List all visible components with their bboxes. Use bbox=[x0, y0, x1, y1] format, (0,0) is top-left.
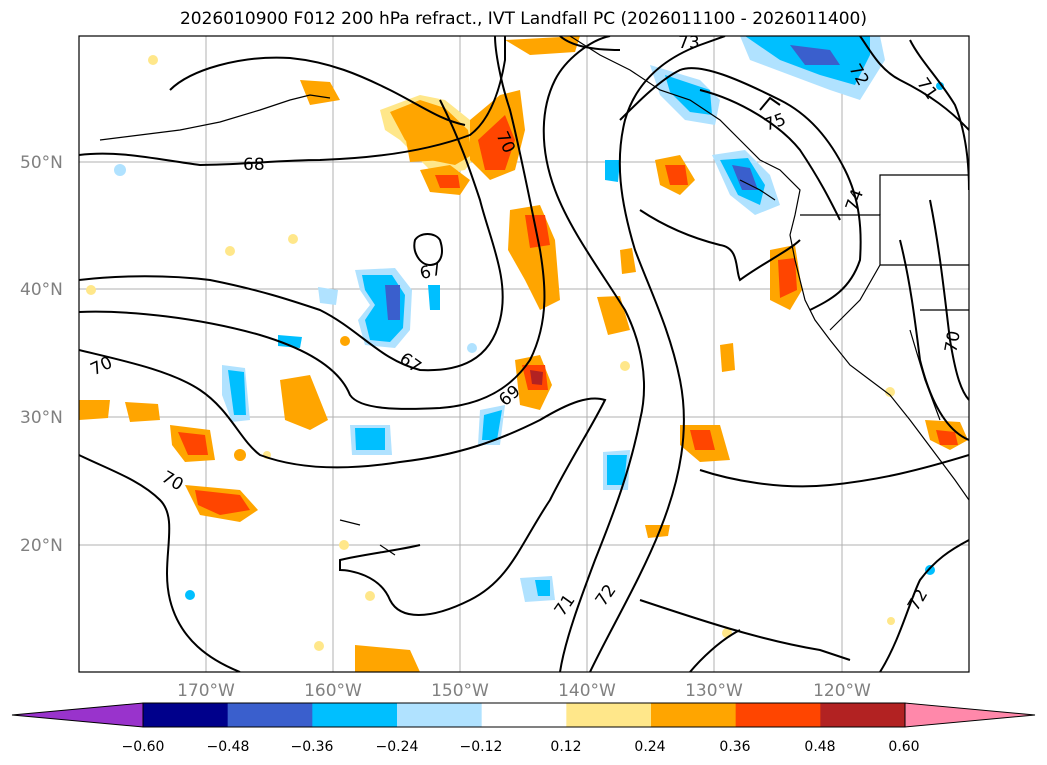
contour-label: 68 bbox=[243, 155, 265, 175]
lat-label-20n: 20°N bbox=[20, 536, 63, 556]
colorbar-tick-label: −0.60 bbox=[122, 739, 165, 755]
contour-label: 73 bbox=[678, 33, 700, 53]
lon-label-150w: 150°W bbox=[431, 681, 489, 701]
lon-label-160w: 160°W bbox=[304, 681, 362, 701]
colorbar-swatch bbox=[397, 703, 483, 727]
lon-label-170w: 170°W bbox=[177, 681, 235, 701]
colorbar-extend-high bbox=[904, 702, 1036, 728]
positive-anomaly-shading bbox=[79, 36, 968, 672]
colorbar-swatch bbox=[227, 703, 313, 727]
colorbar-tick-label: 0.12 bbox=[550, 739, 581, 755]
colorbar-tick-label: −0.36 bbox=[291, 739, 334, 755]
lat-label-30n: 30°N bbox=[20, 408, 63, 428]
coastlines bbox=[99, 36, 969, 556]
colorbar-extend-low bbox=[11, 702, 144, 728]
colorbar-tick-labels: −0.60 −0.48 −0.36 −0.24 −0.12 0.12 0.24 … bbox=[122, 739, 920, 755]
colorbar-swatch bbox=[312, 703, 398, 727]
colorbar-swatch bbox=[566, 703, 652, 727]
colorbar-tick-label: −0.24 bbox=[376, 739, 419, 755]
longitude-labels: 170°W 160°W 150°W 140°W 130°W 120°W bbox=[177, 681, 871, 701]
contour-label: 67 bbox=[395, 349, 424, 378]
contour-label: 67 bbox=[418, 259, 444, 284]
gridlines bbox=[79, 36, 969, 672]
colorbar-tick-label: 0.60 bbox=[888, 739, 919, 755]
map-area: 73 72 71 75 74 70 68 67 67 69 70 70 71 7… bbox=[79, 33, 969, 672]
geopotential-contours bbox=[79, 36, 969, 672]
lon-label-120w: 120°W bbox=[813, 681, 871, 701]
colorbar: −0.60 −0.48 −0.36 −0.24 −0.12 0.12 0.24 … bbox=[11, 702, 1036, 755]
lat-label-40n: 40°N bbox=[20, 280, 63, 300]
lon-label-140w: 140°W bbox=[558, 681, 616, 701]
contour-label: 70 bbox=[941, 329, 964, 354]
contour-label: 70 bbox=[158, 467, 187, 495]
colorbar-tick-label: 0.36 bbox=[719, 739, 750, 755]
colorbar-swatches bbox=[11, 702, 1036, 728]
colorbar-swatch bbox=[651, 703, 737, 727]
colorbar-swatch bbox=[820, 703, 906, 727]
colorbar-tick-label: 0.24 bbox=[634, 739, 665, 755]
colorbar-tick-label: 0.48 bbox=[804, 739, 835, 755]
colorbar-frame bbox=[142, 702, 906, 728]
contour-label: 74 bbox=[842, 187, 868, 214]
colorbar-swatch bbox=[143, 703, 229, 727]
contour-label: 72 bbox=[592, 581, 621, 610]
lat-label-50n: 50°N bbox=[20, 153, 63, 173]
colorbar-swatch bbox=[735, 703, 821, 727]
latitude-labels: 50°N 40°N 30°N 20°N bbox=[20, 153, 63, 556]
colorbar-tick-label: −0.12 bbox=[460, 739, 503, 755]
map-frame bbox=[78, 35, 970, 673]
lon-label-130w: 130°W bbox=[685, 681, 743, 701]
colorbar-swatch bbox=[481, 703, 567, 727]
negative-anomaly-shading bbox=[114, 36, 944, 602]
contour-label: 75 bbox=[762, 110, 789, 136]
colorbar-tick-label: −0.48 bbox=[207, 739, 250, 755]
figure-title: 2026010900 F012 200 hPa refract., IVT La… bbox=[179, 9, 867, 29]
